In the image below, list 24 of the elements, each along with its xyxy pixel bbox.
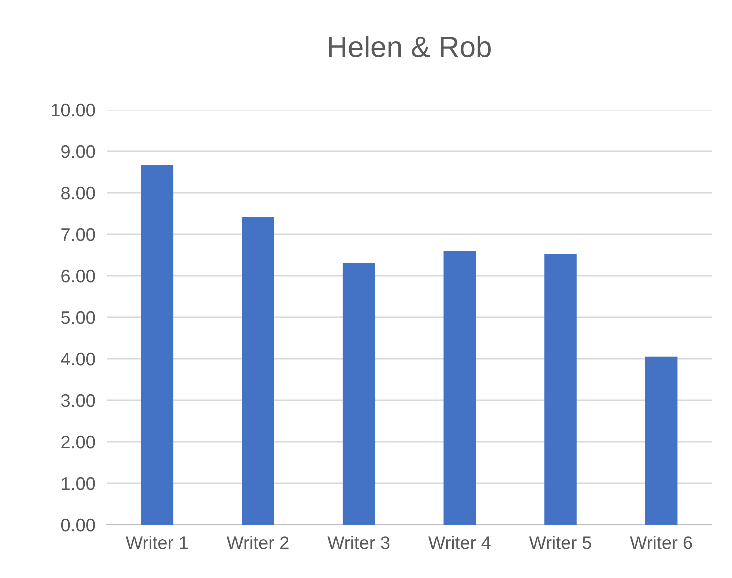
x-tick-label: Writer 3 bbox=[328, 536, 390, 550]
y-tick-label: 5.00 bbox=[61, 311, 96, 324]
y-tick-label: 2.00 bbox=[62, 436, 96, 449]
bar bbox=[544, 254, 577, 525]
y-tick-label: 10.00 bbox=[52, 104, 96, 117]
chart-title: Helen & Rob bbox=[329, 36, 491, 58]
y-tick-label: 3.00 bbox=[61, 394, 96, 408]
bar bbox=[444, 251, 476, 525]
bar bbox=[342, 263, 376, 525]
y-tick-label: 8.00 bbox=[62, 186, 96, 200]
x-tick-label: Writer 5 bbox=[529, 536, 592, 550]
y-tick-label: 7.00 bbox=[62, 228, 96, 242]
y-tick-label: 0.00 bbox=[61, 518, 96, 532]
x-tick-label: Writer 4 bbox=[428, 536, 491, 550]
x-tick-label: Writer 2 bbox=[226, 536, 289, 550]
bar bbox=[242, 217, 274, 525]
y-tick-label: 9.00 bbox=[62, 145, 96, 158]
y-tick-label: 4.00 bbox=[61, 352, 96, 366]
x-tick-label: Writer 6 bbox=[630, 536, 692, 550]
bar bbox=[141, 165, 174, 525]
x-tick-label: Writer 1 bbox=[126, 536, 188, 550]
y-tick-label: 6.00 bbox=[62, 270, 96, 283]
y-tick-label: 1.00 bbox=[62, 477, 96, 490]
bar bbox=[645, 356, 678, 525]
